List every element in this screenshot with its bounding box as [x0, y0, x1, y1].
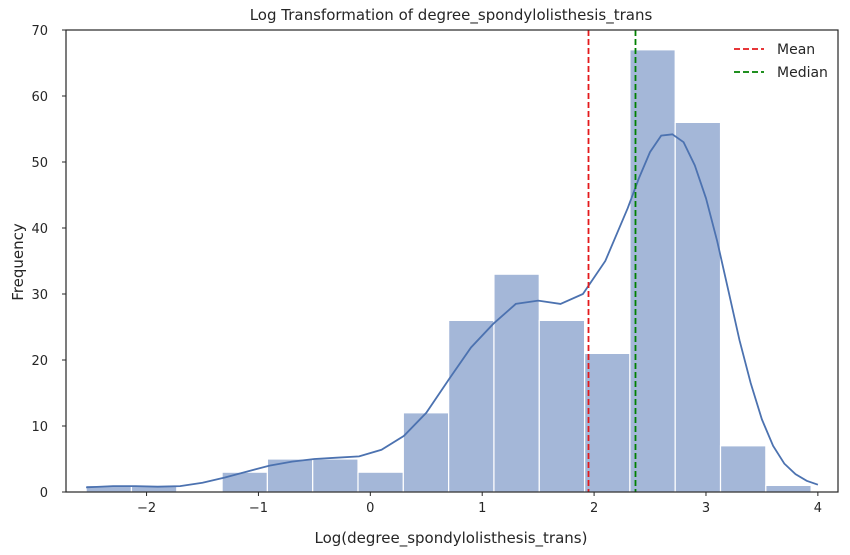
y-tick-label: 10 [31, 420, 48, 435]
histogram-bar [765, 484, 812, 493]
legend: Mean Median [734, 42, 828, 81]
y-tick-label: 70 [31, 24, 48, 39]
histogram-bar [221, 471, 268, 493]
histogram-bar [538, 319, 586, 493]
median-legend-label: Median [777, 65, 828, 81]
y-axis-label: Frequency [9, 223, 27, 301]
histogram-bar [312, 458, 359, 493]
reference-lines [587, 30, 637, 492]
plot-frame [65, 29, 839, 493]
histogram-bar [719, 445, 767, 493]
kde-curve [86, 133, 819, 489]
x-axis-label: Log(degree_spondylolisthesis_trans) [315, 529, 588, 548]
x-tick-label: 4 [814, 501, 822, 516]
histogram-bar [402, 412, 450, 493]
x-axis-ticks: −2 −1 0 1 2 3 4 [137, 492, 822, 516]
histogram-bars [85, 49, 812, 493]
x-tick-label: 2 [590, 501, 598, 516]
x-tick-label: −1 [249, 501, 268, 516]
x-tick-label: 3 [702, 501, 710, 516]
y-tick-label: 60 [31, 90, 48, 105]
y-tick-label: 0 [40, 486, 48, 501]
y-tick-label: 50 [31, 156, 48, 171]
x-tick-label: 0 [366, 501, 374, 516]
mean-legend-label: Mean [777, 42, 815, 58]
x-tick-label: 1 [478, 501, 486, 516]
chart-title: Log Transformation of degree_spondylolis… [250, 6, 653, 25]
y-axis-ticks: 0 10 20 30 40 50 60 70 [31, 24, 66, 501]
x-tick-label: −2 [137, 501, 156, 516]
y-tick-label: 30 [31, 288, 48, 303]
histogram-bar [583, 352, 631, 493]
histogram-bar [493, 273, 540, 493]
histogram-bar [357, 471, 404, 493]
histogram-bar [629, 49, 676, 493]
y-tick-label: 20 [31, 354, 48, 369]
y-tick-label: 40 [31, 222, 48, 237]
histogram-bar [674, 121, 722, 493]
